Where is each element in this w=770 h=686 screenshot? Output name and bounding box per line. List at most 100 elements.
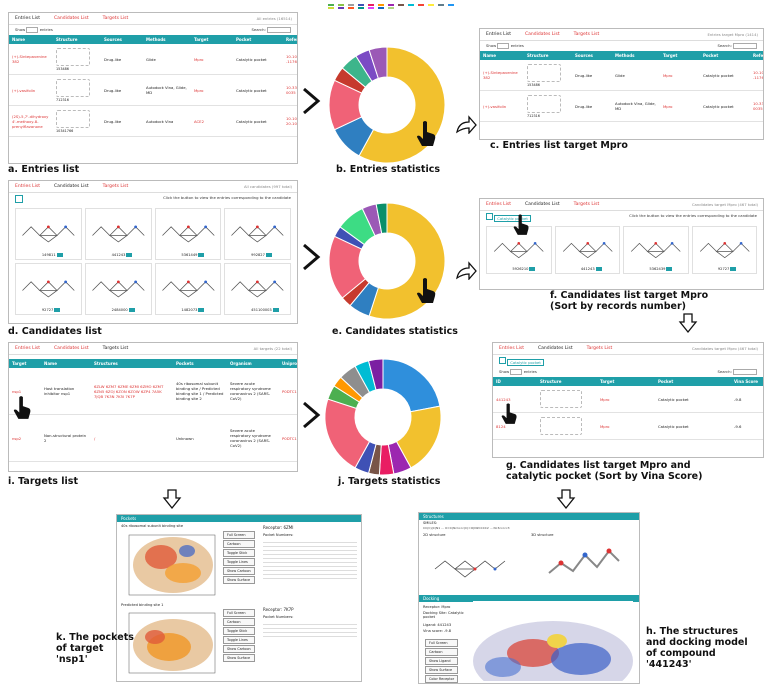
target-cell[interactable]: Mpro — [600, 396, 610, 402]
grid-icon[interactable] — [499, 357, 506, 364]
tab-entries[interactable]: Entries List — [15, 346, 40, 351]
view-entries-icon[interactable] — [595, 267, 602, 271]
molecule-thumbnail[interactable] — [527, 94, 561, 113]
target-cell[interactable]: Mpro — [663, 103, 673, 109]
target-cell[interactable]: Mpro — [600, 423, 610, 429]
viewer-button[interactable]: Color Receptor — [425, 675, 459, 683]
target-cell[interactable]: Mpro — [194, 87, 204, 93]
tab-entries[interactable]: Entries List — [499, 346, 524, 351]
view-entries-icon[interactable] — [128, 308, 135, 312]
reference-cell[interactable]: 10.1016/j.jbius.20 20.101291 — [286, 116, 297, 126]
entry-name[interactable]: (2S)-5,7'-dihydroxy 4'-methoxy-8-prenylf… — [12, 113, 49, 129]
tab-targets[interactable]: Targets List — [586, 346, 613, 351]
3d-molecule[interactable] — [539, 537, 629, 587]
tab-candidates[interactable]: Candidates List — [524, 32, 560, 37]
tab-entries[interactable]: Entries List — [486, 202, 511, 207]
viewer-button[interactable]: Full Screen — [425, 639, 459, 647]
candidate-card[interactable]: 149811 — [15, 208, 82, 260]
donut-slice[interactable] — [367, 358, 384, 391]
page-size-select[interactable] — [497, 43, 510, 49]
tab-targets[interactable]: Targets List — [102, 16, 129, 21]
donut-slice[interactable] — [382, 358, 441, 413]
view-entries-icon[interactable] — [272, 308, 279, 312]
docking-surface[interactable] — [473, 601, 633, 681]
page-size-select[interactable] — [510, 369, 523, 375]
molecule-thumbnail[interactable] — [540, 416, 582, 435]
candidate-card[interactable]: 5362439 — [623, 226, 689, 274]
target-cell[interactable]: Mpro — [194, 56, 204, 62]
candidate-card[interactable]: 441243 — [84, 208, 152, 260]
view-entries-icon[interactable] — [730, 267, 737, 271]
tab-candidates[interactable]: Candidates List — [537, 346, 573, 351]
page-size-select[interactable] — [26, 27, 39, 33]
candidate-card[interactable]: 441243 — [554, 226, 620, 274]
tab-entries[interactable]: Entries List — [15, 184, 40, 189]
view-entries-icon[interactable] — [54, 308, 61, 312]
protein-surface-1[interactable] — [125, 531, 221, 599]
viewer-button[interactable]: Show Ligand — [425, 657, 459, 665]
tab-targets[interactable]: Targets List — [102, 346, 129, 351]
candidate-card[interactable]: 451100003 — [224, 263, 291, 315]
uniprot-id[interactable]: P0DTC1 — [282, 435, 297, 441]
structure-ids[interactable]: / — [94, 435, 96, 441]
viewer-button[interactable]: Cartoon — [425, 648, 459, 656]
tab-targets[interactable]: Targets List — [573, 32, 600, 37]
viewer-button[interactable]: Toggle Stick — [223, 549, 255, 557]
candidate-id[interactable]: 8124 — [496, 423, 506, 429]
reference-cell[interactable]: 10.1016/j.rb.2020 .11762.1 — [286, 54, 297, 64]
tab-candidates[interactable]: Candidates List — [53, 16, 89, 21]
pocket-filter[interactable]: Catalytic pocket — [494, 215, 531, 222]
tab-candidates[interactable]: Candidates List — [53, 184, 89, 189]
viewer-button[interactable]: Toggle Stick — [223, 627, 255, 635]
molecule-thumbnail[interactable] — [527, 63, 561, 82]
molecule-thumbnail[interactable] — [56, 47, 90, 66]
viewer-button[interactable]: Toggle Lines — [223, 636, 255, 644]
protein-surface-2[interactable] — [125, 609, 221, 677]
pocket-filter[interactable]: Catalytic pocket — [507, 359, 544, 366]
donut-slice[interactable] — [375, 202, 388, 235]
tab-candidates[interactable]: Candidates List — [524, 202, 560, 207]
view-entries-icon[interactable] — [666, 267, 673, 271]
tab-targets[interactable]: Targets List — [102, 184, 129, 189]
viewer-button[interactable]: Cartoon — [223, 618, 255, 626]
entry-name[interactable]: (+)-vasifolin — [12, 87, 36, 93]
viewer-button[interactable]: Show Surface — [223, 576, 255, 584]
viewer-button[interactable]: Show Surface — [425, 666, 459, 674]
view-entries-icon[interactable] — [265, 253, 272, 257]
grid-icon[interactable] — [486, 213, 493, 220]
candidate-card[interactable]: 1482073 — [154, 263, 222, 315]
viewer-button[interactable]: Show Surface — [223, 654, 255, 662]
view-entries-icon[interactable] — [529, 267, 536, 271]
structure-ids[interactable]: 6ZLW 6ZM7 6ZME 6ZMI 6ZMO 6ZMT 6ZN5 6ZOJ … — [94, 383, 164, 399]
viewer-button[interactable]: Show Cartoon — [223, 567, 255, 575]
entry-name[interactable]: (+)-Sintepavenine 382 — [12, 54, 47, 64]
view-entries-icon[interactable] — [56, 253, 63, 257]
search-input[interactable] — [733, 369, 757, 375]
tab-candidates[interactable]: Candidates List — [53, 346, 89, 351]
candidate-card[interactable]: 92727 — [691, 226, 757, 274]
viewer-button[interactable]: Cartoon — [223, 540, 255, 548]
view-entries-icon[interactable] — [126, 253, 133, 257]
tab-entries[interactable]: Entries List — [486, 32, 511, 37]
view-entries-icon[interactable] — [198, 253, 205, 257]
candidate-card[interactable]: 92727 — [15, 263, 82, 315]
molecule-thumbnail[interactable] — [56, 78, 90, 97]
tab-entries[interactable]: Entries List — [15, 16, 40, 21]
candidate-card[interactable]: 5361449 — [154, 208, 222, 260]
viewer-button[interactable]: Full Screen — [223, 531, 255, 539]
entry-name[interactable]: (+)-vasifolin — [483, 103, 507, 109]
donut-slice[interactable] — [368, 46, 388, 80]
target-cell[interactable]: ACE2 — [194, 118, 204, 124]
candidate-card[interactable]: 2484000 — [84, 263, 152, 315]
viewer-button[interactable]: Full Screen — [223, 609, 255, 617]
search-input[interactable] — [267, 27, 291, 33]
molecule-thumbnail[interactable] — [56, 109, 90, 128]
viewer-button[interactable]: Show Cartoon — [223, 645, 255, 653]
uniprot-id[interactable]: P0DTC1 — [282, 388, 297, 394]
entry-name[interactable]: (+)-Sintepavenine 382 — [483, 70, 518, 80]
reference-cell[interactable]: 10.1016/j.rb.2020 .11762.1 — [753, 70, 764, 80]
search-input[interactable] — [733, 43, 757, 49]
target-id[interactable]: nsp1 — [12, 388, 22, 394]
